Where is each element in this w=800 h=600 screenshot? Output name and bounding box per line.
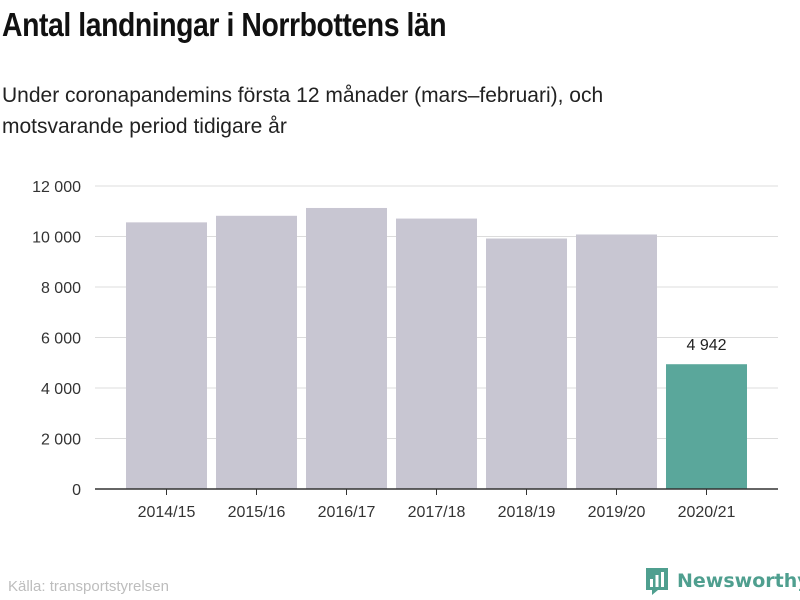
x-tick-label: 2014/15	[138, 504, 196, 521]
y-tick-label: 8 000	[41, 280, 81, 297]
y-tick-label: 10 000	[32, 230, 81, 247]
y-axis-ticks: 0 2 000 4 000 6 000 8 000 10 000 12 000	[32, 179, 81, 499]
y-tick-label: 12 000	[32, 179, 81, 196]
y-tick-label: 2 000	[41, 432, 81, 449]
source-note: Källa: transportstyrelsen	[8, 578, 169, 595]
chart-title: Antal landningar i Norrbottens län	[2, 6, 447, 43]
y-tick-label: 6 000	[41, 331, 81, 348]
bar	[306, 207, 387, 489]
y-tick-label: 0	[72, 482, 81, 499]
x-tick-label: 2016/17	[318, 504, 376, 521]
newsworthy-logo-icon	[646, 568, 668, 595]
x-tick-label: 2017/18	[408, 504, 466, 521]
bar	[396, 218, 477, 489]
brand-name: Newsworthy	[677, 570, 800, 592]
bars	[126, 207, 747, 490]
bar	[486, 238, 567, 489]
x-tick-label: 2020/21	[678, 504, 736, 521]
bar	[216, 215, 297, 490]
x-tick-label: 2019/20	[588, 504, 646, 521]
y-tick-label: 4 000	[41, 381, 81, 398]
x-tick-label: 2018/19	[498, 504, 556, 521]
x-axis-ticks: 2014/15 2015/16 2016/17 2017/18 2018/19 2019/…	[138, 489, 736, 521]
bar	[666, 364, 747, 489]
chart-subtitle: Under coronapandemins första 12 månader …	[2, 84, 604, 138]
data-labels: 4 942	[686, 337, 726, 354]
bar	[576, 234, 657, 489]
bar	[126, 222, 207, 490]
data-label: 4 942	[686, 337, 726, 354]
brand-logo: Newsworthy	[644, 566, 800, 596]
x-tick-label: 2015/16	[228, 504, 286, 521]
